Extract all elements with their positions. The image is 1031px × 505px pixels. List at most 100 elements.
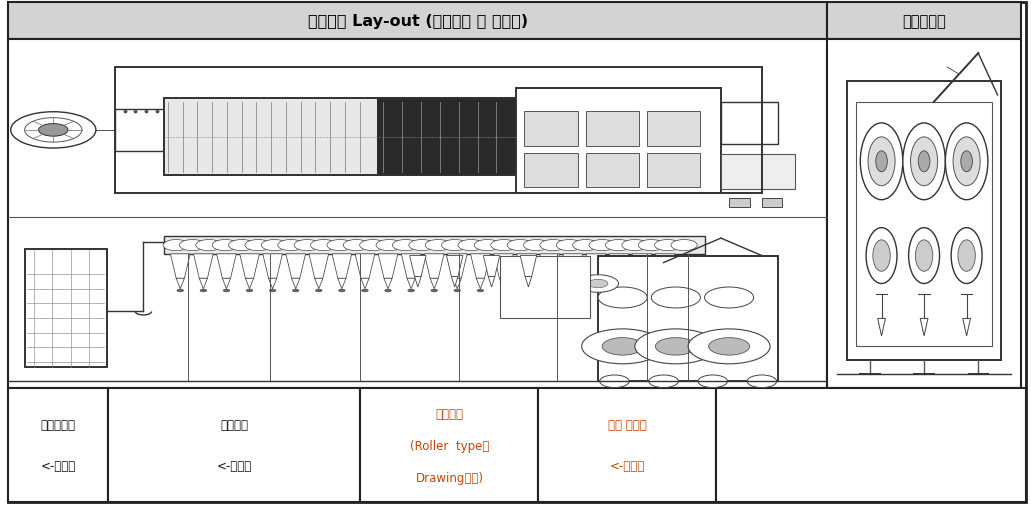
Circle shape [866,228,897,284]
Polygon shape [384,279,392,289]
Bar [361,388,538,502]
Circle shape [294,240,321,251]
Text: <-공정순: <-공정순 [609,460,645,473]
Polygon shape [355,255,375,279]
Polygon shape [361,279,369,289]
Circle shape [179,240,205,251]
Bar [108,388,361,502]
Polygon shape [484,256,500,277]
Circle shape [605,240,632,251]
Circle shape [639,289,645,292]
Circle shape [656,338,696,356]
Circle shape [671,240,697,251]
Circle shape [454,289,461,292]
Circle shape [338,289,345,292]
Circle shape [523,280,542,288]
Circle shape [598,287,647,309]
Polygon shape [609,255,629,279]
Circle shape [38,124,68,137]
Text: 패키징공정: 패키징공정 [40,419,75,431]
Polygon shape [332,255,352,279]
Circle shape [648,375,678,388]
Polygon shape [268,279,276,289]
Bar [846,82,1001,361]
Polygon shape [963,319,970,336]
Bar [525,154,577,188]
Polygon shape [170,255,190,279]
Bar [8,40,828,388]
Circle shape [512,275,553,293]
Circle shape [409,240,435,251]
Circle shape [408,289,414,292]
Polygon shape [292,279,300,289]
Circle shape [600,375,629,388]
Circle shape [581,329,664,364]
Bar [164,99,377,176]
Circle shape [477,289,484,292]
Polygon shape [586,255,605,279]
Bar [517,89,721,193]
Polygon shape [540,255,560,279]
Circle shape [569,289,576,292]
Circle shape [616,289,622,292]
Circle shape [875,152,888,172]
Circle shape [425,240,452,251]
Text: 세팅공정: 세팅공정 [221,419,248,431]
Text: Drawing공정): Drawing공정) [415,471,484,484]
Circle shape [269,289,276,292]
Polygon shape [452,277,458,287]
Circle shape [958,240,975,272]
Circle shape [385,289,392,292]
Circle shape [200,289,206,292]
Polygon shape [447,255,467,279]
Circle shape [277,240,304,251]
Circle shape [310,240,337,251]
Circle shape [638,240,664,251]
Circle shape [910,137,937,186]
Circle shape [953,137,980,186]
Circle shape [212,240,238,251]
Polygon shape [409,256,426,277]
Polygon shape [656,255,675,279]
Circle shape [25,119,82,143]
Bar [647,154,700,188]
Circle shape [524,289,530,292]
Bar [647,112,700,146]
Circle shape [577,275,619,293]
Polygon shape [470,255,490,279]
Circle shape [546,289,553,292]
Polygon shape [661,279,669,289]
Bar [721,103,778,144]
Bar [828,40,1021,388]
Polygon shape [632,255,652,279]
Text: 설비정면도: 설비정면도 [902,14,946,29]
Circle shape [262,240,288,251]
Bar [586,112,639,146]
Polygon shape [592,279,600,289]
Polygon shape [489,277,495,287]
Circle shape [903,124,945,200]
Polygon shape [223,279,231,289]
Bar [857,103,992,346]
Circle shape [376,240,402,251]
Bar [25,249,106,368]
Polygon shape [614,279,623,289]
Circle shape [315,289,322,292]
Circle shape [589,280,608,288]
Circle shape [507,240,533,251]
Circle shape [916,240,933,272]
Polygon shape [569,279,576,289]
Circle shape [688,329,770,364]
Circle shape [868,137,895,186]
Polygon shape [921,319,928,336]
Circle shape [393,240,419,251]
Polygon shape [309,255,329,279]
Circle shape [635,329,717,364]
Polygon shape [286,255,305,279]
Polygon shape [199,279,207,289]
Circle shape [952,228,983,284]
Polygon shape [494,255,513,279]
Circle shape [229,240,255,251]
Circle shape [544,275,586,293]
Circle shape [524,240,550,251]
